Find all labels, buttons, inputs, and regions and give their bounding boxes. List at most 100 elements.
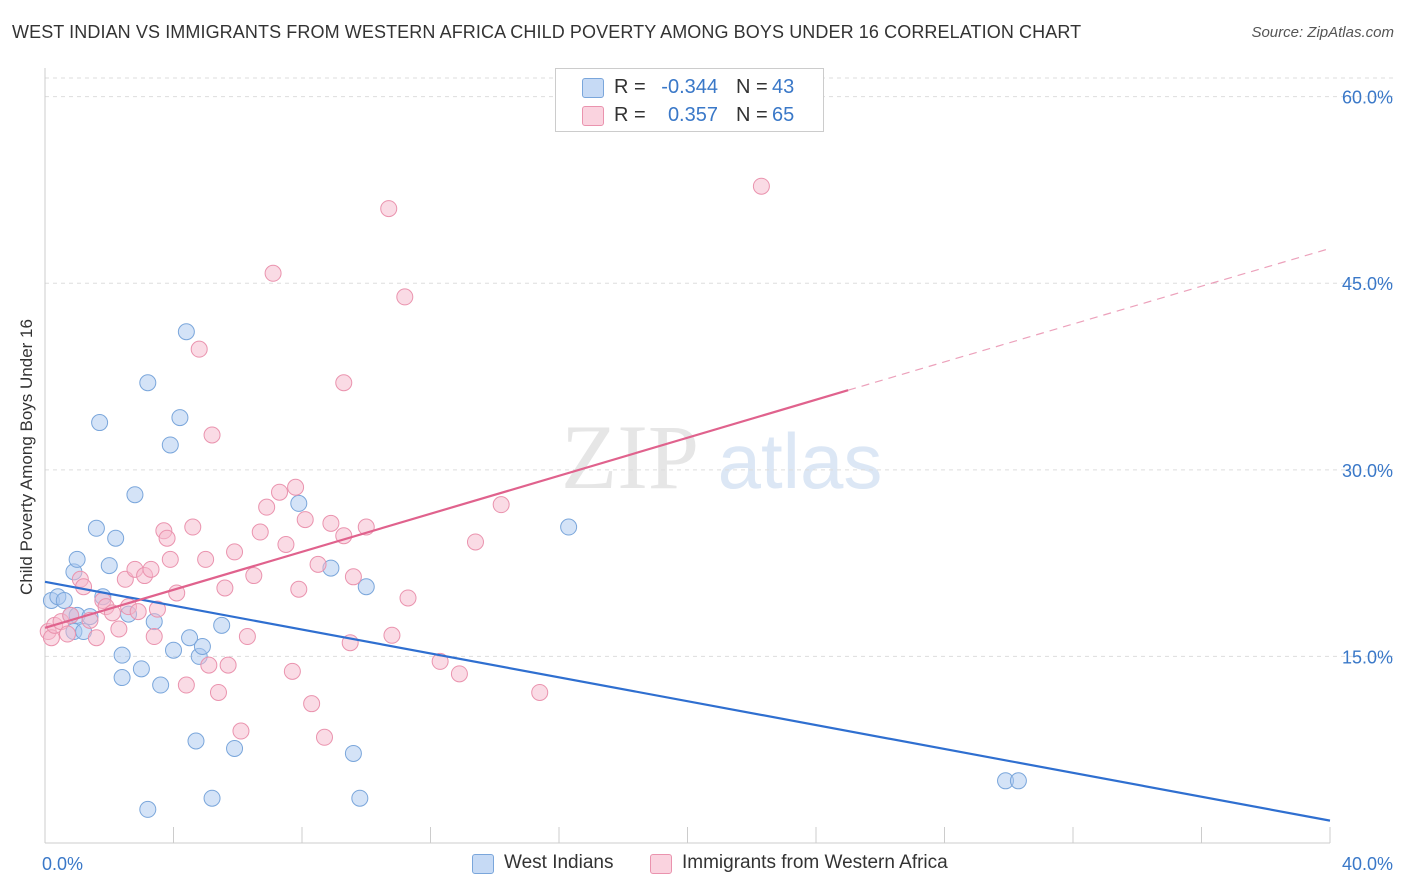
point-west-indians	[226, 739, 244, 757]
legend-swatch-west-indians	[472, 854, 494, 874]
stats-box: R = -0.344 N = 43 R = 0.357 N = 65	[555, 68, 824, 132]
point-western-africa	[450, 665, 468, 683]
point-western-africa	[431, 652, 449, 670]
n-value: 43	[772, 76, 795, 98]
n-label: N =	[736, 104, 768, 126]
point-west-indians	[152, 676, 170, 694]
point-western-africa	[492, 496, 510, 514]
point-western-africa	[245, 567, 263, 585]
point-western-africa	[190, 340, 208, 358]
point-western-africa	[238, 628, 256, 646]
r-value: 0.357	[667, 104, 718, 126]
stats-swatch-west-indians	[582, 78, 604, 98]
point-western-africa	[75, 578, 93, 596]
watermark: ZIP atlas	[561, 406, 882, 508]
trend-extension-western-africa	[847, 247, 1331, 391]
point-west-indians	[344, 744, 362, 762]
point-western-africa	[232, 722, 250, 740]
axes	[44, 68, 1331, 844]
point-western-africa	[58, 625, 76, 643]
point-western-africa	[184, 518, 202, 536]
r-label: R =	[614, 76, 646, 98]
point-western-africa	[752, 177, 770, 195]
point-western-africa	[303, 695, 321, 713]
point-western-africa	[148, 600, 166, 618]
point-western-africa	[287, 478, 305, 496]
y-tick-label: 15.0%	[1342, 647, 1393, 667]
point-western-africa	[177, 676, 195, 694]
point-west-indians	[87, 519, 105, 537]
point-west-indians	[139, 374, 157, 392]
trend-west-indians	[44, 580, 1331, 822]
point-western-africa	[296, 511, 314, 529]
point-western-africa	[309, 555, 327, 573]
point-western-africa	[129, 603, 147, 621]
watermark-atlas: atlas	[718, 417, 883, 505]
y-tick-label: 60.0%	[1342, 88, 1393, 108]
point-western-africa	[531, 683, 549, 701]
r-value: -0.344	[661, 76, 718, 98]
point-western-africa	[283, 662, 301, 680]
trend-western-africa	[44, 389, 849, 629]
x-tick-label: 0.0%	[42, 854, 83, 874]
source-label: Source: ZipAtlas.com	[1251, 24, 1394, 41]
point-west-indians	[171, 409, 189, 427]
point-western-africa	[290, 580, 308, 598]
point-west-indians	[290, 494, 308, 512]
point-west-indians	[213, 616, 231, 634]
point-western-africa	[380, 200, 398, 218]
point-western-africa	[200, 656, 218, 674]
point-west-indians	[113, 646, 131, 664]
point-west-indians	[68, 550, 86, 568]
point-western-africa	[322, 514, 340, 532]
point-west-indians	[203, 789, 221, 807]
point-western-africa	[216, 579, 234, 597]
point-western-africa	[466, 533, 484, 551]
point-west-indians	[126, 486, 144, 504]
point-west-indians	[357, 578, 375, 596]
n-label: N =	[736, 76, 768, 98]
x-tick-label: 40.0%	[1342, 854, 1393, 874]
point-west-indians	[161, 436, 179, 454]
point-west-indians	[100, 557, 118, 575]
point-western-africa	[383, 626, 401, 644]
point-western-africa	[251, 523, 269, 541]
watermark-zip: ZIP	[561, 406, 699, 508]
trend-lines	[44, 247, 1331, 822]
grid-lines	[45, 77, 1395, 657]
point-west-indians	[193, 637, 211, 655]
point-west-indians	[132, 660, 150, 678]
point-west-indians	[177, 323, 195, 341]
point-western-africa	[258, 498, 276, 516]
point-western-africa	[315, 728, 333, 746]
point-western-africa	[344, 568, 362, 586]
stats-row-west-indians: R = -0.344 N = 43	[556, 72, 823, 102]
point-western-africa	[209, 683, 227, 701]
stats-row-western-africa: R = 0.357 N = 65	[556, 100, 823, 130]
tick-labels: 15.0% 30.0% 45.0% 60.0% 0.0% 40.0%	[42, 88, 1393, 874]
legend-label-west-indians: West Indians	[504, 852, 614, 873]
point-west-indians	[1009, 772, 1027, 790]
point-west-indians	[165, 641, 182, 659]
stats-swatch-western-africa	[582, 106, 604, 126]
y-tick-label: 45.0%	[1342, 274, 1393, 294]
point-western-africa	[277, 535, 295, 553]
point-west-indians	[107, 529, 125, 547]
point-western-africa	[396, 288, 414, 306]
point-western-africa	[197, 550, 215, 568]
point-west-indians	[139, 800, 157, 818]
point-west-indians	[91, 414, 109, 432]
point-western-africa	[335, 374, 353, 392]
n-value: 65	[772, 104, 795, 126]
point-western-africa	[226, 543, 244, 561]
y-tick-label: 30.0%	[1342, 461, 1393, 481]
legend-label-western-africa: Immigrants from Western Africa	[682, 852, 948, 873]
point-western-africa	[87, 629, 105, 647]
legend-swatch-western-africa	[650, 854, 672, 874]
point-west-indians	[187, 732, 205, 750]
point-western-africa	[203, 426, 221, 444]
point-western-africa	[142, 560, 160, 578]
point-western-africa	[271, 483, 289, 501]
chart-title: WEST INDIAN VS IMMIGRANTS FROM WESTERN A…	[12, 22, 1082, 42]
